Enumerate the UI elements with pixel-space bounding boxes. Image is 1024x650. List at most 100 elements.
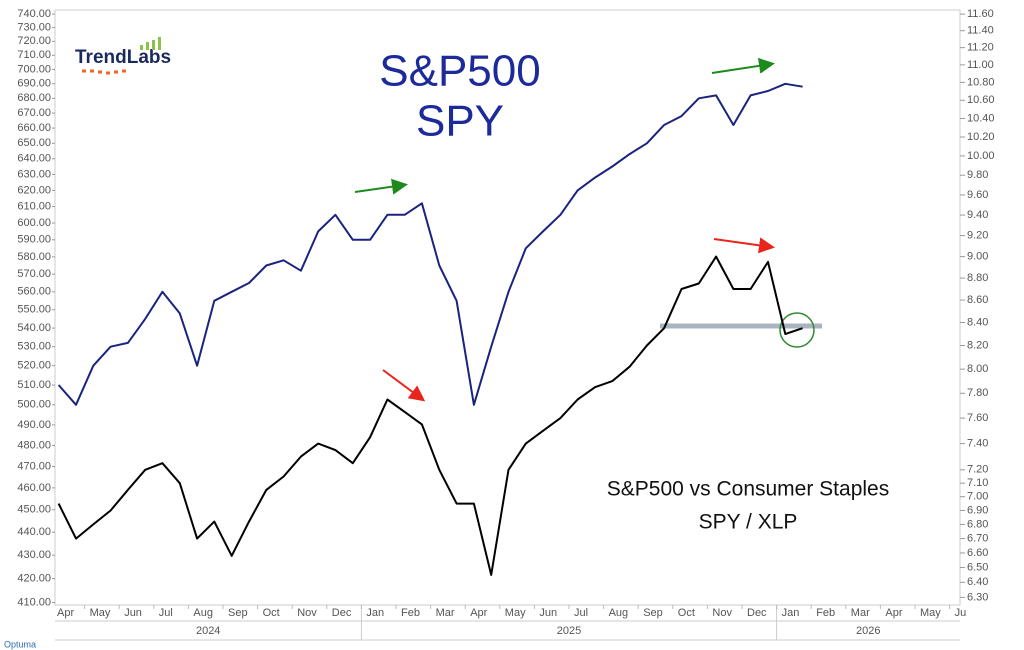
series-line: [57, 82, 803, 406]
y2-tick-label: 8.80: [967, 272, 988, 284]
y-tick-label: 600.00: [17, 217, 51, 229]
y-tick-label: 580.00: [17, 251, 51, 263]
y2-tick-label: 8.20: [967, 339, 988, 351]
x-tick-label: Nov: [297, 607, 317, 619]
y2-tick-label: 6.40: [967, 576, 988, 588]
y-tick-label: 670.00: [17, 107, 51, 119]
y-tick-label: 530.00: [17, 341, 51, 353]
y-tick-label: 680.00: [17, 92, 51, 104]
x-tick-label: Jan: [366, 607, 384, 619]
y-tick-label: 520.00: [17, 360, 51, 372]
arrow: [711, 57, 775, 74]
x-tick-label: Oct: [263, 607, 280, 619]
y2-tick-label: 7.00: [967, 491, 988, 503]
y-tick-label: 540.00: [17, 322, 51, 334]
subtitle-2: SPY / XLP: [699, 511, 798, 534]
x-tick-label: Jul: [574, 607, 588, 619]
y2-tick-label: 10.20: [967, 131, 995, 143]
y-tick-label: 460.00: [17, 482, 51, 494]
x-tick-label: Mar: [436, 607, 455, 619]
y2-tick-label: 9.40: [967, 209, 988, 221]
x-tick-label: Jan: [782, 607, 800, 619]
logo-text: TrendLabs: [75, 47, 171, 68]
plot-frame: [54, 9, 961, 606]
arrow: [713, 237, 775, 254]
y2-tick-label: 11.00: [967, 59, 994, 71]
y-tick-label: 620.00: [17, 184, 51, 196]
y2-tick-label: 6.90: [967, 504, 988, 516]
y-tick-label: 410.00: [17, 596, 51, 608]
x-tick-label: Apr: [470, 607, 487, 619]
year-label: 2026: [856, 625, 880, 637]
y2-tick-label: 11.40: [967, 25, 994, 37]
x-tick-label: Feb: [816, 607, 835, 619]
y-tick-label: 550.00: [17, 304, 51, 316]
y2-tick-label: 7.40: [967, 438, 988, 450]
x-tick-label: May: [505, 607, 526, 619]
y2-tick-label: 7.80: [967, 387, 988, 399]
y2-tick-label: 8.60: [967, 294, 988, 306]
y-tick-label: 740.00: [17, 8, 51, 20]
series-line: [57, 255, 803, 576]
y-tick-label: 490.00: [17, 419, 51, 431]
y2-tick-label: 6.80: [967, 518, 988, 530]
y2-tick-label: 7.60: [967, 412, 988, 424]
source: Optuma: [4, 639, 36, 649]
y2-tick-label: 10.80: [967, 76, 995, 88]
y-tick-label: 430.00: [17, 549, 51, 561]
y-tick-label: 640.00: [17, 153, 51, 165]
x-tick-label: Aug: [193, 607, 213, 619]
chart-title-2: SPY: [416, 97, 504, 146]
y-tick-label: 560.00: [17, 286, 51, 298]
y2-tick-label: 6.30: [967, 591, 988, 603]
arrow: [354, 178, 408, 195]
y-tick-label: 630.00: [17, 168, 51, 180]
y2-tick-label: 9.20: [967, 229, 988, 241]
y-tick-label: 570.00: [17, 268, 51, 280]
y-tick-label: 610.00: [17, 200, 51, 212]
year-label: 2024: [196, 625, 220, 637]
x-tick-label: May: [920, 607, 941, 619]
plot-area: [57, 82, 803, 576]
y-tick-label: 690.00: [17, 78, 51, 90]
y-tick-label: 700.00: [17, 63, 51, 75]
y2-tick-label: 6.60: [967, 547, 988, 559]
x-tick-label: Sep: [228, 607, 248, 619]
x-tick-label: Feb: [401, 607, 420, 619]
y-tick-label: 500.00: [17, 399, 51, 411]
x-tick-label: May: [90, 607, 111, 619]
y2-tick-label: 6.70: [967, 532, 988, 544]
y-tick-label: 730.00: [17, 21, 51, 33]
y-tick-label: 440.00: [17, 526, 51, 538]
y-tick-label: 450.00: [17, 504, 51, 516]
y-tick-label: 720.00: [17, 35, 51, 47]
y2-tick-label: 10.00: [967, 150, 995, 162]
x-tick-label: Nov: [712, 607, 732, 619]
y2-tick-label: 9.60: [967, 189, 988, 201]
y2-tick-label: 10.40: [967, 112, 995, 124]
subtitle: S&P500 vs Consumer Staples: [607, 478, 889, 501]
x-tick-label: Apr: [57, 607, 74, 619]
x-tick-label: Sep: [643, 607, 663, 619]
y2-tick-label: 8.40: [967, 316, 988, 328]
y2-tick-label: 9.00: [967, 250, 988, 262]
x-tick-label: Aug: [609, 607, 629, 619]
x-tick-label: Apr: [885, 607, 902, 619]
y2-tick-label: 6.50: [967, 561, 988, 573]
highlight-circle: [779, 312, 815, 348]
y2-tick-label: 7.20: [967, 464, 988, 476]
arrow: [382, 369, 426, 402]
y2-tick-label: 11.60: [967, 8, 994, 20]
y-tick-label: 590.00: [17, 234, 51, 246]
x-tick-label: Oct: [678, 607, 695, 619]
y-tick-label: 710.00: [17, 49, 51, 61]
x-tick-label: Dec: [332, 607, 352, 619]
y-tick-label: 420.00: [17, 572, 51, 584]
x-tick-label: Jun: [124, 607, 142, 619]
x-tick-label: Mar: [851, 607, 870, 619]
chart-title: S&P500: [379, 47, 540, 96]
y-tick-label: 470.00: [17, 460, 51, 472]
y-tick-label: 480.00: [17, 439, 51, 451]
y2-tick-label: 10.60: [967, 94, 995, 106]
x-tick-label: Jul: [159, 607, 173, 619]
